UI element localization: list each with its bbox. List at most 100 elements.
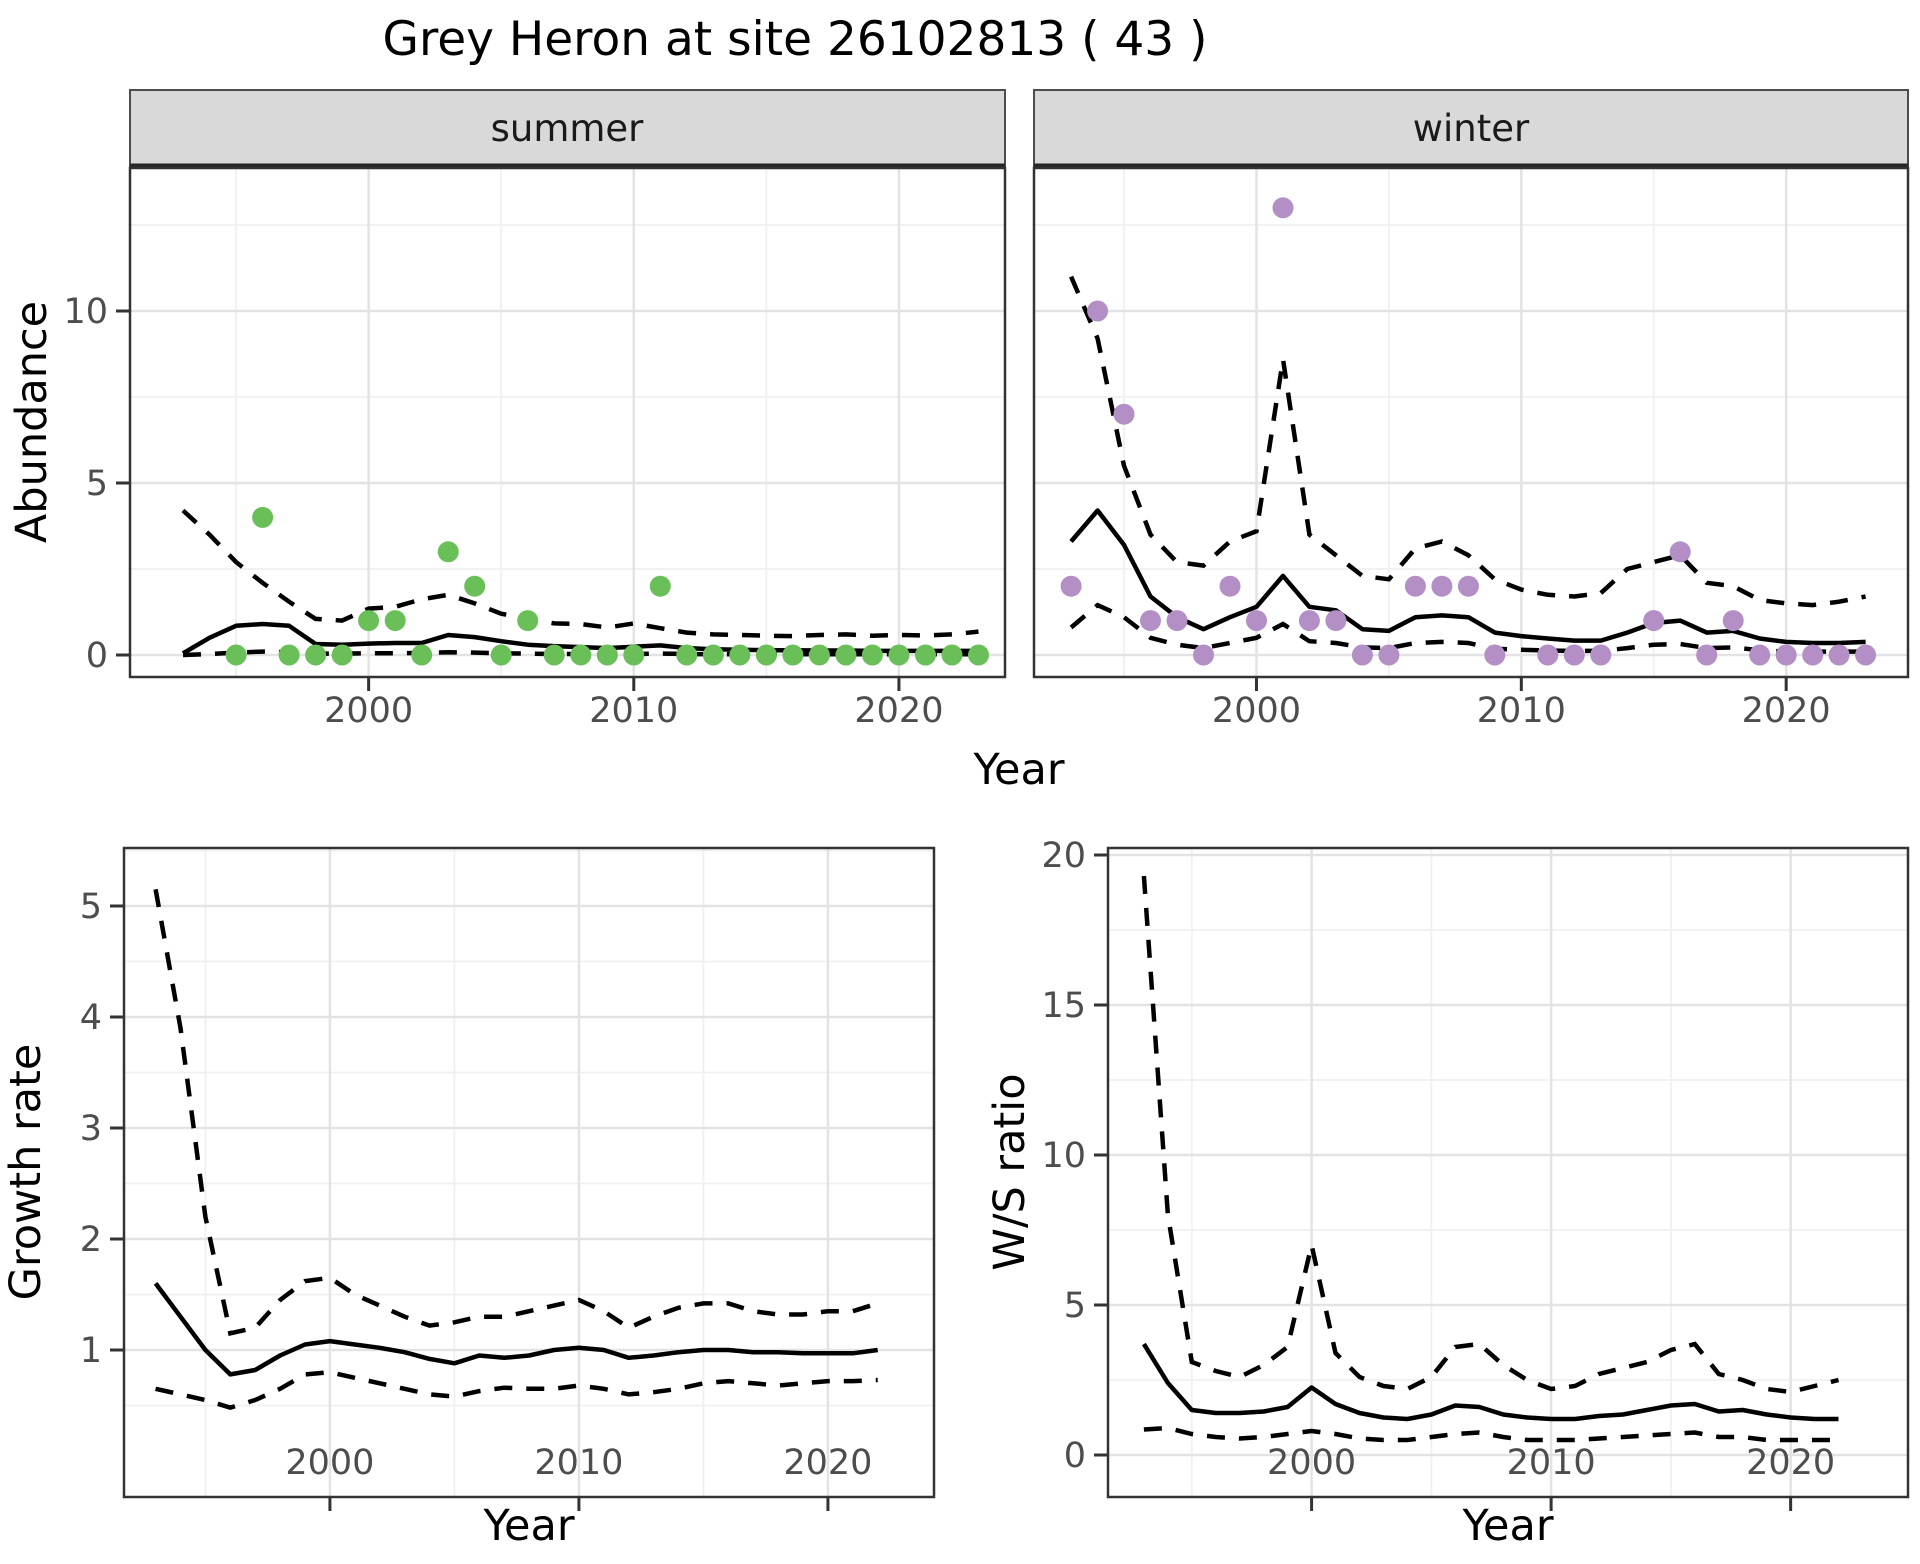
winter-data-point — [1855, 644, 1877, 666]
ci-upper-line — [1141, 875, 1840, 1395]
summer-data-point — [782, 644, 804, 666]
panel-ws-ratio: 2000 2010 2020 0 5 10 15 20 — [1041, 836, 1910, 1511]
winter-data-point — [1457, 575, 1479, 597]
x-tick-label: 2020 — [854, 691, 943, 731]
winter-data-point — [1537, 644, 1559, 666]
winter-data-point — [1166, 610, 1188, 632]
panel-border — [128, 166, 1007, 679]
summer-data-point — [464, 575, 486, 597]
winter-data-point — [1087, 300, 1109, 322]
summer-data-point — [649, 575, 671, 597]
summer-data-point — [968, 644, 989, 666]
y-tick-label: 20 — [1041, 836, 1086, 876]
summer-data-point — [915, 644, 936, 666]
summer-data-point — [941, 644, 963, 666]
summer-data-point — [278, 644, 300, 666]
x-tick-label: 2000 — [324, 691, 413, 731]
y-tick-label: 0 — [1064, 1436, 1086, 1476]
x-tick-label: 2020 — [783, 1443, 872, 1483]
y-tick-label: 10 — [1041, 1136, 1086, 1176]
panel-background — [124, 848, 934, 1497]
plot-title: Grey Heron at site 26102813 ( 43 ) — [383, 12, 1208, 67]
panel-border — [1106, 846, 1910, 1499]
summer-data-point — [861, 644, 883, 666]
x-tick-label: 2000 — [1212, 691, 1301, 731]
winter-data-point — [1060, 575, 1082, 597]
winter-data-point — [1193, 644, 1214, 666]
winter-data-point — [1298, 610, 1320, 632]
x-tick-label: 2010 — [1477, 691, 1566, 731]
winter-data-point — [1696, 644, 1718, 666]
summer-data-point — [729, 644, 751, 666]
winter-data-point — [1431, 575, 1453, 597]
summer-data-point — [517, 610, 539, 632]
summer-data-point — [252, 506, 274, 528]
panel-background — [130, 168, 1005, 677]
y-tick-label: 2 — [80, 1220, 102, 1260]
winter-data-point — [1351, 644, 1373, 666]
x-tick-label: 2010 — [589, 691, 678, 731]
y-axis-title-ws-ratio: W/S ratio — [985, 1073, 1035, 1270]
summer-data-point — [702, 644, 724, 666]
fit-line — [153, 1282, 878, 1377]
summer-data-point — [888, 644, 910, 666]
winter-data-point — [1669, 541, 1691, 563]
facet-strip-winter — [1033, 89, 1909, 168]
summer-data-point — [331, 644, 353, 666]
summer-data-point — [543, 644, 565, 666]
summer-data-point — [225, 644, 247, 666]
panel-background — [1108, 848, 1908, 1497]
x-tick-label: 2000 — [285, 1443, 374, 1483]
winter-data-point — [1272, 197, 1294, 219]
y-tick-label: 5 — [80, 887, 102, 927]
winter-data-point — [1484, 644, 1506, 666]
winter-data-point — [1404, 575, 1426, 597]
panel-summer: 2000 2010 2020 0 5 10 — [63, 166, 1007, 731]
winter-data-point — [1325, 610, 1347, 632]
fit-line — [1141, 1342, 1839, 1422]
facet-label-summer: summer — [491, 107, 645, 150]
ci-lower-line — [1069, 602, 1866, 654]
x-tick-label: 2010 — [1507, 1443, 1596, 1483]
winter-data-point — [1378, 644, 1400, 666]
x-tick-label: 2020 — [1746, 1443, 1835, 1483]
winter-data-point — [1643, 610, 1665, 632]
x-axis-title-growth: Year — [482, 1501, 574, 1551]
y-tick-label: 1 — [80, 1331, 102, 1371]
summer-data-point — [411, 644, 433, 666]
summer-data-point — [437, 541, 459, 563]
y-tick-label: 5 — [86, 464, 108, 504]
summer-data-point — [305, 644, 327, 666]
winter-data-point — [1590, 644, 1612, 666]
facet-label-winter: winter — [1413, 107, 1530, 150]
x-axis-title-ws: Year — [1461, 1501, 1553, 1551]
ci-upper-line — [153, 888, 879, 1336]
y-tick-label: 10 — [63, 292, 108, 332]
y-tick-label: 5 — [1064, 1286, 1086, 1326]
panel-winter: 2000 2010 2020 — [1032, 166, 1910, 731]
summer-data-point — [755, 644, 777, 666]
x-tick-label: 2010 — [534, 1443, 623, 1483]
summer-data-point — [623, 644, 645, 666]
summer-data-point — [835, 644, 857, 666]
x-tick-label: 2000 — [1267, 1443, 1356, 1483]
ci-upper-line — [1069, 275, 1867, 608]
summer-data-point — [490, 644, 512, 666]
winter-data-point — [1563, 644, 1585, 666]
winter-data-point — [1749, 644, 1771, 666]
summer-data-point — [808, 644, 830, 666]
winter-data-point — [1802, 644, 1824, 666]
summer-data-point — [596, 644, 618, 666]
winter-data-point — [1775, 644, 1797, 666]
y-tick-label: 3 — [80, 1109, 102, 1149]
summer-data-point — [676, 644, 698, 666]
y-tick-label: 4 — [80, 998, 102, 1038]
ci-lower-line — [155, 1369, 878, 1411]
summer-data-point — [570, 644, 592, 666]
summer-data-point — [358, 610, 380, 632]
winter-data-point — [1219, 575, 1241, 597]
panel-border — [122, 846, 936, 1499]
y-tick-label: 15 — [1041, 986, 1086, 1026]
